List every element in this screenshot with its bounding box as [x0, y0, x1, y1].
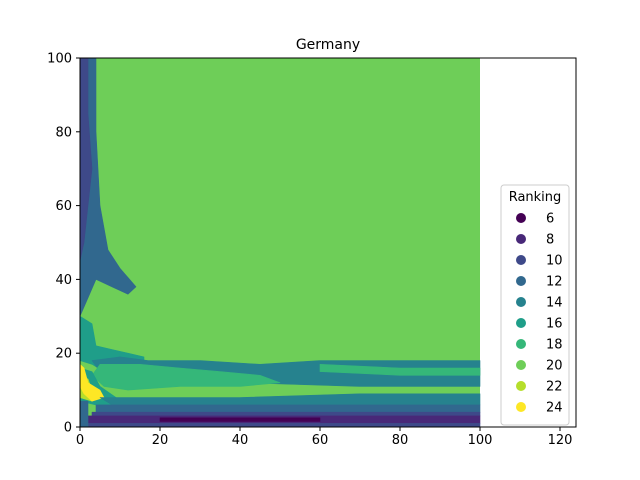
y-tick-label: 0	[64, 421, 72, 436]
heatmap-region-0	[80, 58, 137, 317]
x-tick-label: 80	[392, 433, 409, 448]
y-tick-label: 60	[55, 199, 72, 214]
legend-marker	[516, 339, 526, 349]
legend-title: Ranking	[509, 190, 562, 205]
legend-marker	[516, 255, 526, 265]
heatmap-region-1	[80, 58, 93, 262]
legend-label: 12	[546, 275, 563, 290]
legend-label: 20	[546, 359, 563, 374]
heatmap-region-4	[91, 363, 281, 391]
legend-label: 22	[546, 380, 563, 395]
x-tick-label: 100	[468, 433, 493, 448]
legend-label: 24	[546, 401, 563, 416]
legend-marker	[516, 318, 526, 328]
legend-label: 10	[546, 254, 563, 269]
legend-marker	[516, 276, 526, 286]
legend-marker	[516, 297, 526, 307]
x-tick-label: 0	[76, 433, 84, 448]
heatmap-region-14	[80, 422, 481, 427]
heatmap-area	[80, 58, 481, 427]
heatmap-region-15	[80, 400, 89, 427]
x-tick-label: 120	[548, 433, 573, 448]
legend-marker	[516, 213, 526, 223]
axis-ticks: 0 20 40 60 80 100 120 0 20 40 60 80 100	[47, 52, 572, 449]
legend-label: 18	[546, 338, 563, 353]
legend-marker	[516, 402, 526, 412]
legend-label: 16	[546, 317, 563, 332]
heatmap-region-13	[159, 417, 321, 422]
legend-label: 8	[546, 233, 554, 248]
axes-frame	[79, 57, 577, 428]
legend-label: 14	[546, 296, 563, 311]
y-tick-label: 20	[55, 347, 72, 362]
heatmap-region-5	[319, 363, 481, 376]
legend-label: 6	[546, 212, 554, 227]
legend-marker	[516, 234, 526, 244]
y-tick-label: 100	[47, 52, 72, 67]
legend-marker	[516, 381, 526, 391]
x-tick-label: 20	[152, 433, 169, 448]
chart-title: Germany	[296, 37, 360, 53]
y-tick-label: 80	[55, 125, 72, 140]
x-tick-label: 60	[312, 433, 329, 448]
legend: Ranking 6 8 10 12 14 16 18 20 22 24	[500, 184, 570, 426]
legend-marker	[516, 360, 526, 370]
x-tick-label: 40	[232, 433, 249, 448]
heatmap-region-11	[91, 411, 481, 417]
heatmap-region-10	[95, 404, 481, 413]
y-tick-label: 40	[55, 273, 72, 288]
